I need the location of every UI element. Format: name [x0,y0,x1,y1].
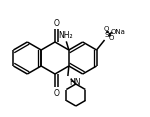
Text: HN: HN [69,78,80,87]
Text: O: O [104,26,109,32]
Text: ONa: ONa [110,29,125,35]
Text: O: O [54,88,59,97]
Text: NH₂: NH₂ [58,31,73,40]
Text: O: O [109,35,114,41]
Text: O: O [54,18,59,27]
Text: S: S [104,32,109,38]
